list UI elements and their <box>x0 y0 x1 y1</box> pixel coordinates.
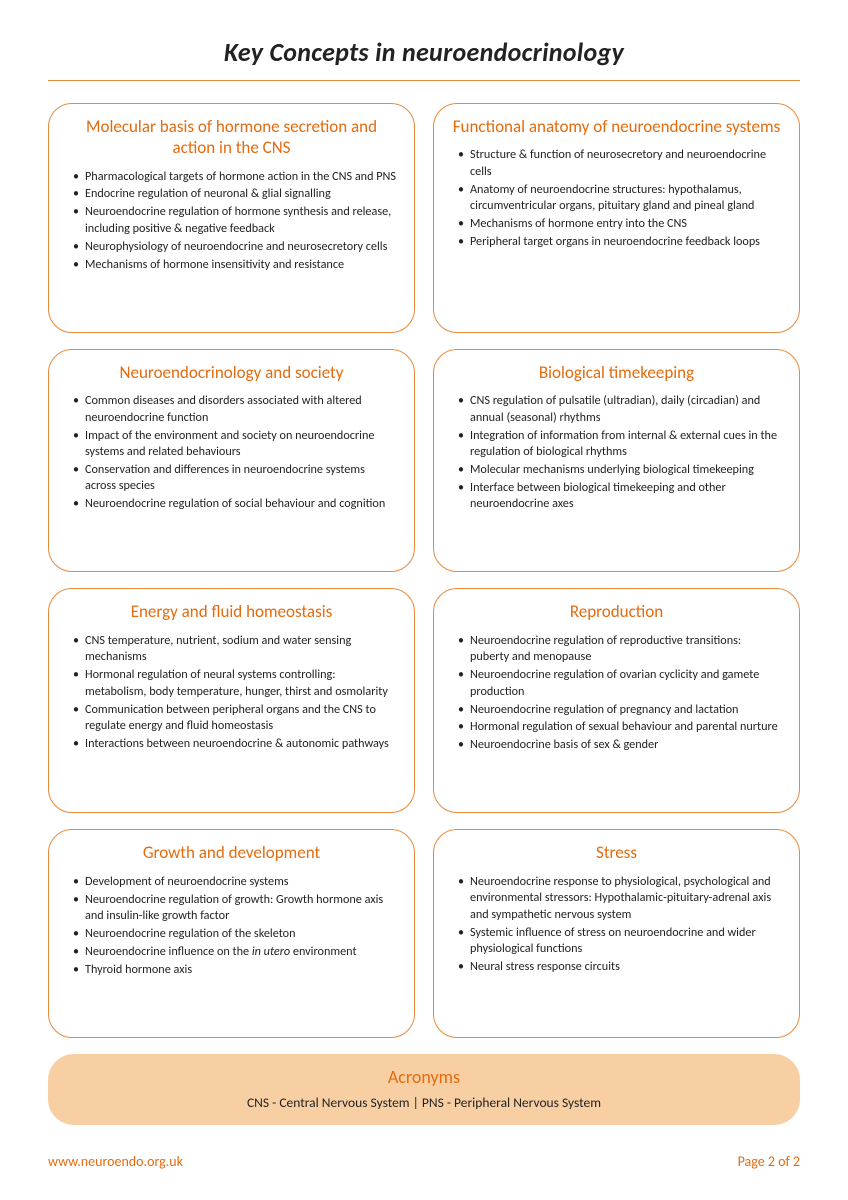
card-bullet-list: Neuroendocrine regulation of reproductiv… <box>452 633 781 754</box>
card-bullet-list: Neuroendocrine response to physiological… <box>452 874 781 976</box>
card-bullet: Conservation and differences in neuroend… <box>71 462 396 495</box>
card-grid: Molecular basis of hormone secretion and… <box>48 103 800 1038</box>
card-title: Functional anatomy of neuroendocrine sys… <box>452 116 781 137</box>
card-bullet: Hormonal regulation of sexual behaviour … <box>456 719 781 735</box>
card-bullet: Hormonal regulation of neural systems co… <box>71 667 396 700</box>
card-title: Neuroendocrinology and society <box>67 362 396 383</box>
card-bullet: CNS temperature, nutrient, sodium and wa… <box>71 633 396 666</box>
card-bullet-list: CNS regulation of pulsatile (ultradian),… <box>452 393 781 513</box>
page-title: Key Concepts in neuroendocrinology <box>48 36 800 68</box>
card-bullet: Thyroid hormone axis <box>71 962 396 978</box>
footer-page: Page 2 of 2 <box>738 1153 800 1170</box>
card-bullet: Interactions between neuroendocrine & au… <box>71 736 396 752</box>
concept-card: Neuroendocrinology and society Common dis… <box>48 349 415 573</box>
card-bullet: Common diseases and disorders associated… <box>71 393 396 426</box>
card-title: Biological timekeeping <box>452 362 781 383</box>
card-bullet: Molecular mechanisms underlying biologic… <box>456 462 781 478</box>
card-bullet-list: Structure & function of neurosecretory a… <box>452 147 781 250</box>
acronyms-title: Acronyms <box>68 1066 780 1088</box>
concept-card: Molecular basis of hormone secretion and… <box>48 103 415 333</box>
card-bullet: Systemic influence of stress on neuroend… <box>456 925 781 958</box>
card-bullet: Anatomy of neuroendocrine structures: hy… <box>456 182 781 215</box>
card-bullet: Integration of information from internal… <box>456 428 781 461</box>
card-title: Molecular basis of hormone secretion and… <box>67 116 396 159</box>
card-bullet: Peripheral target organs in neuroendocri… <box>456 234 781 250</box>
card-bullet: Pharmacological targets of hormone actio… <box>71 169 396 185</box>
card-bullet: Mechanisms of hormone insensitivity and … <box>71 257 396 273</box>
card-title: Growth and development <box>67 842 396 863</box>
card-bullet: CNS regulation of pulsatile (ultradian),… <box>456 393 781 426</box>
concept-card: Functional anatomy of neuroendocrine sys… <box>433 103 800 333</box>
card-bullet: Neuroendocrine regulation of hormone syn… <box>71 204 396 237</box>
card-bullet: Neurophysiology of neuroendocrine and ne… <box>71 239 396 255</box>
card-bullet: Communication between peripheral organs … <box>71 702 396 735</box>
concept-card: Growth and development Development of neu… <box>48 829 415 1038</box>
card-bullet: Neuroendocrine regulation of pregnancy a… <box>456 702 781 718</box>
card-bullet-list: Pharmacological targets of hormone actio… <box>67 169 396 274</box>
card-bullet: Neuroendocrine regulation of social beha… <box>71 496 396 512</box>
card-title: Reproduction <box>452 601 781 622</box>
card-bullet-list: Development of neuroendocrine systems Neu… <box>67 874 396 979</box>
card-bullet: Interface between biological timekeeping… <box>456 480 781 513</box>
concept-card: Reproduction Neuroendocrine regulation of… <box>433 588 800 813</box>
concept-card: Energy and fluid homeostasis CNS temperat… <box>48 588 415 813</box>
card-bullet: Neuroendocrine basis of sex & gender <box>456 737 781 753</box>
footer: www.neuroendo.org.uk Page 2 of 2 <box>48 1153 800 1170</box>
card-bullet: Neuroendocrine response to physiological… <box>456 874 781 923</box>
card-bullet: Impact of the environment and society on… <box>71 428 396 461</box>
card-bullet: Mechanisms of hormone entry into the CNS <box>456 216 781 232</box>
card-bullet: Neuroendocrine regulation of the skeleto… <box>71 926 396 942</box>
card-bullet: Neuroendocrine influence on the in utero… <box>71 944 396 960</box>
acronyms-text: CNS - Central Nervous System | PNS - Per… <box>68 1094 780 1111</box>
footer-url: www.neuroendo.org.uk <box>48 1153 183 1170</box>
card-bullet: Development of neuroendocrine systems <box>71 874 396 890</box>
card-bullet: Neuroendocrine regulation of reproductiv… <box>456 633 781 666</box>
card-bullet: Neuroendocrine regulation of growth: Gro… <box>71 892 396 925</box>
card-bullet: Neural stress response circuits <box>456 959 781 975</box>
card-bullet-list: Common diseases and disorders associated… <box>67 393 396 513</box>
card-bullet: Neuroendocrine regulation of ovarian cyc… <box>456 667 781 700</box>
concept-card: Stress Neuroendocrine response to physiol… <box>433 829 800 1038</box>
card-bullet-list: CNS temperature, nutrient, sodium and wa… <box>67 633 396 753</box>
concept-card: Biological timekeeping CNS regulation of … <box>433 349 800 573</box>
card-title: Stress <box>452 842 781 863</box>
acronyms-box: Acronyms CNS - Central Nervous System | … <box>48 1054 800 1125</box>
card-title: Energy and fluid homeostasis <box>67 601 396 622</box>
title-divider <box>48 80 800 81</box>
card-bullet: Structure & function of neurosecretory a… <box>456 147 781 180</box>
card-bullet: Endocrine regulation of neuronal & glial… <box>71 186 396 202</box>
